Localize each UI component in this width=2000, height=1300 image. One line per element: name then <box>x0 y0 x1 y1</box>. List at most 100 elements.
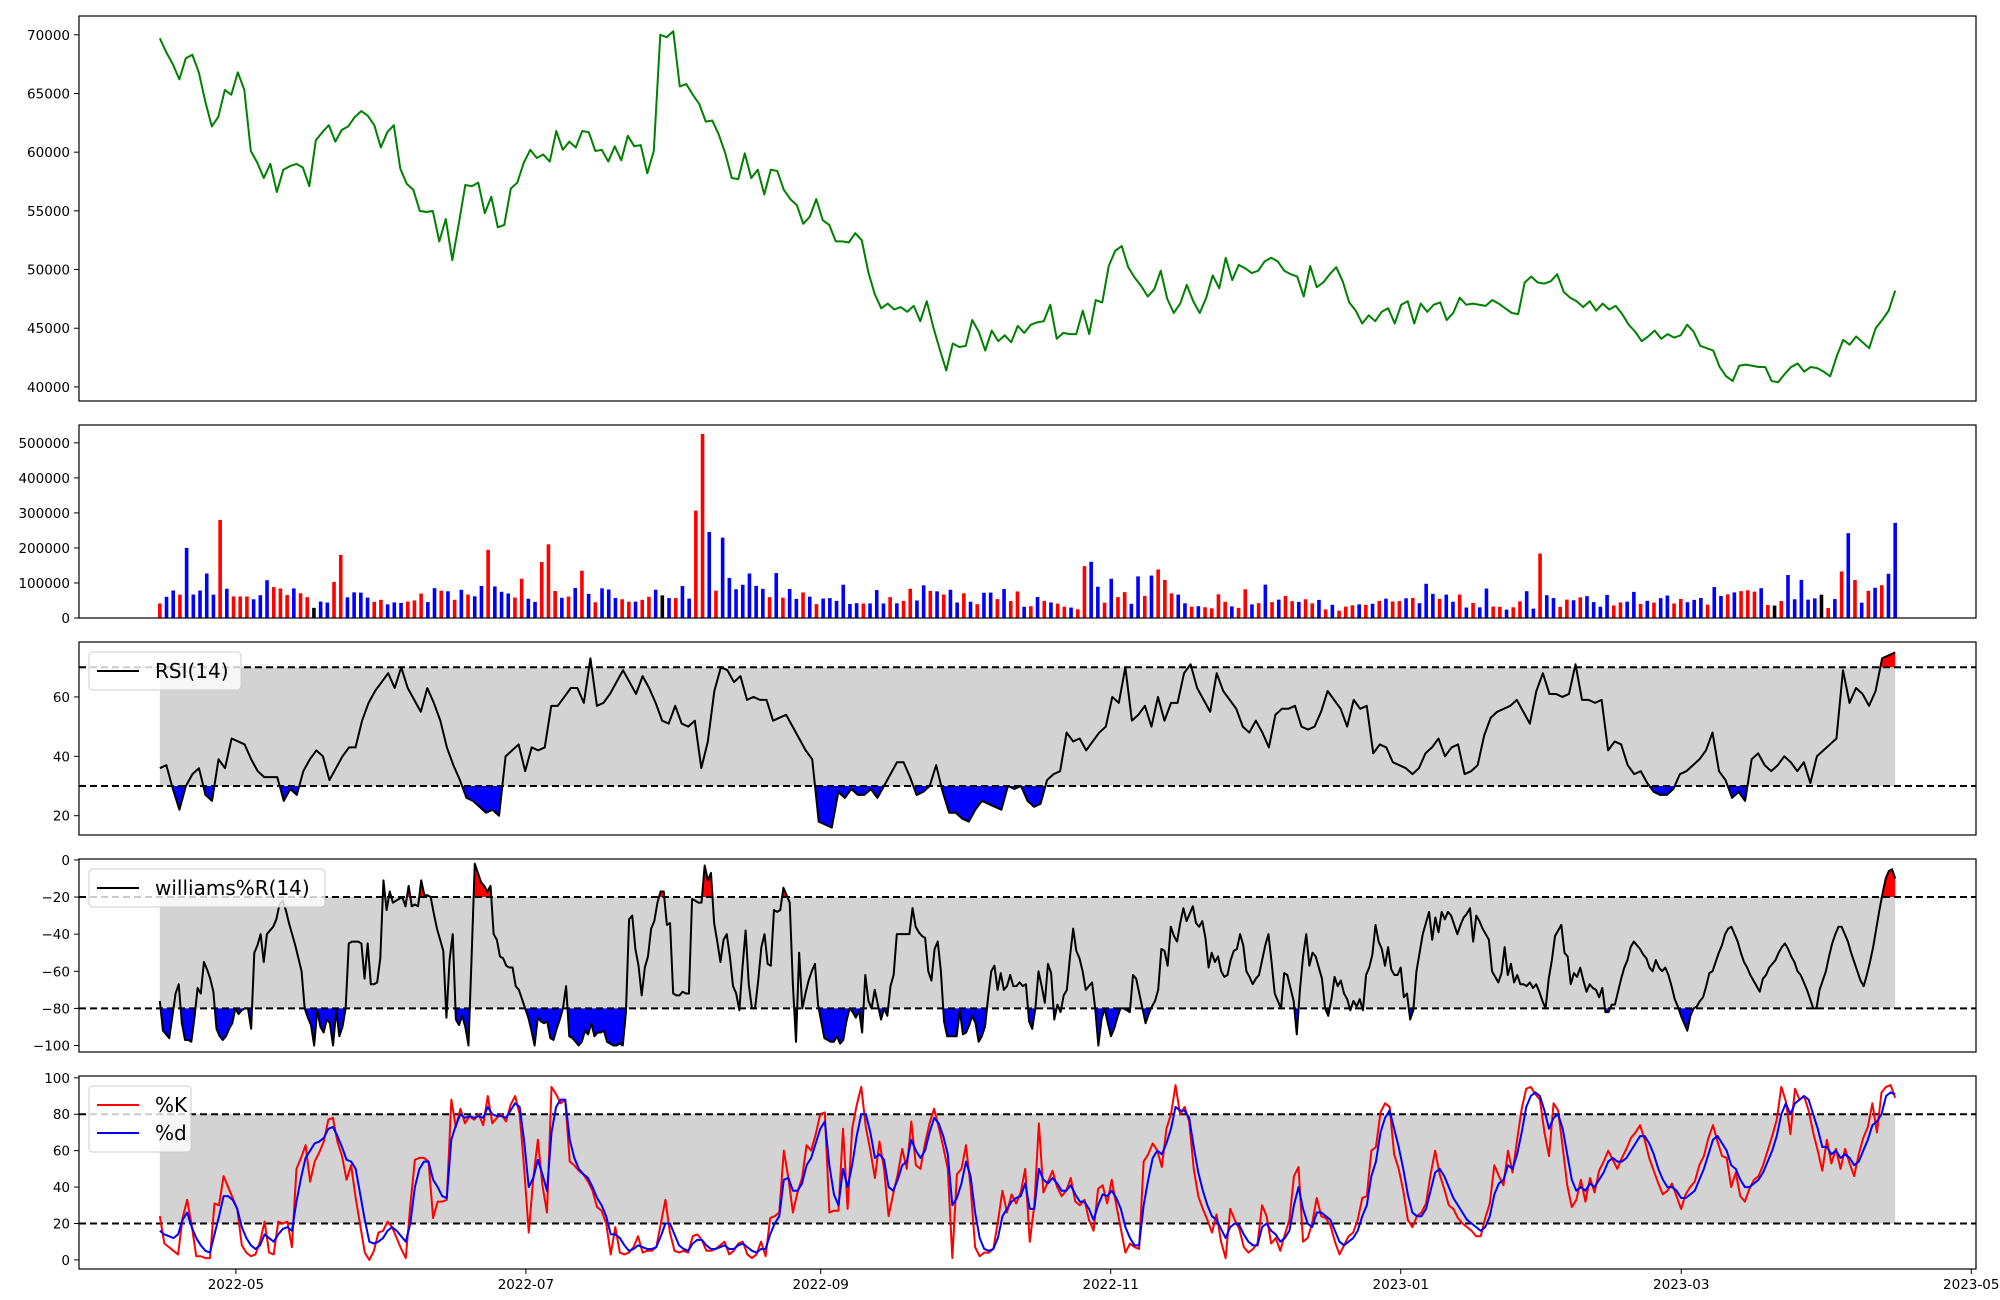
volume-bar <box>1752 591 1757 618</box>
volume-bar <box>1270 602 1274 618</box>
volume-bar <box>1451 601 1455 618</box>
volume-bar <box>1156 569 1160 618</box>
volume-bar <box>1243 589 1248 618</box>
volume-bar <box>493 586 497 618</box>
volume-bar <box>1116 597 1120 618</box>
overbought-fill <box>1880 652 1896 668</box>
volume-bar <box>1551 598 1556 618</box>
y-tick-label: 45000 <box>27 321 70 337</box>
volume-bar <box>372 601 377 618</box>
volume-bar <box>1015 591 1020 618</box>
volume-bar <box>405 601 410 618</box>
volume-bar <box>1196 606 1201 618</box>
axes-frame <box>78 858 1977 1053</box>
volume-bar <box>338 554 343 618</box>
axes-frame <box>78 15 1977 402</box>
price-panel: 40000 45000 50000 55000 60000 65000 70000 <box>27 15 1977 402</box>
volume-bar <box>854 603 859 618</box>
x-tick-label: 2022-09 <box>792 1277 848 1293</box>
oversold-fill <box>1020 786 1046 807</box>
volume-bar <box>385 604 390 618</box>
volume-bar <box>359 592 363 618</box>
volume-bar <box>1082 566 1087 618</box>
volume-bar <box>982 592 986 618</box>
volume-bar <box>1591 602 1596 618</box>
volume-bar <box>941 594 946 618</box>
volume-bar <box>1652 602 1656 618</box>
volume-bar <box>392 602 397 618</box>
volume-bar <box>1745 590 1750 618</box>
volume-bar <box>1498 606 1502 618</box>
volume-bar <box>1169 593 1174 618</box>
oversold-fill <box>941 786 1008 822</box>
volume-bar <box>1806 599 1810 618</box>
stochastic-panel: 0 20 40 60 80 100 %K %d <box>44 1071 1977 1270</box>
volume-bar <box>714 590 718 618</box>
volume-bar <box>1585 596 1589 618</box>
volume-bar <box>513 597 517 618</box>
volume-bar <box>1183 603 1187 618</box>
volume-bar <box>767 597 772 618</box>
volume-bar <box>1223 601 1227 618</box>
volume-bar <box>761 588 765 618</box>
y-tick-label: 100 <box>44 1071 70 1087</box>
volume-bar <box>245 596 249 618</box>
volume-bar <box>580 570 584 618</box>
volume-bar <box>1833 599 1837 618</box>
volume-bar <box>573 587 578 618</box>
volume-bar <box>1705 604 1710 618</box>
volume-bar <box>968 601 973 618</box>
volume-bar <box>1256 603 1261 618</box>
volume-bar <box>901 600 906 618</box>
oversold-fill <box>525 1008 563 1046</box>
volume-bar <box>593 602 598 618</box>
volume-bar <box>881 603 886 618</box>
volume-bar <box>821 598 825 618</box>
volume-bar <box>1484 588 1489 618</box>
volume-bar <box>874 590 879 618</box>
x-axis: 2022-05 2022-07 2022-09 2022-11 2023-01 2023-… <box>208 1269 1999 1293</box>
y-tick-label: −80 <box>42 1001 71 1017</box>
volume-bar <box>653 589 658 618</box>
volume-bar <box>1678 598 1683 618</box>
volume-bar <box>1866 590 1871 618</box>
volume-bar <box>1370 603 1375 618</box>
y-tick-label: 40 <box>53 1180 70 1196</box>
volume-bar <box>204 573 209 618</box>
y-tick-label: −100 <box>33 1039 70 1055</box>
x-tick-label: 2022-11 <box>1082 1277 1138 1293</box>
volume-bar <box>1042 600 1047 618</box>
volume-bar <box>198 590 202 618</box>
volume-bar <box>1230 606 1234 618</box>
y-tick-label: 100000 <box>18 576 70 592</box>
volume-bar <box>1598 606 1603 618</box>
oversold-fill <box>279 786 300 801</box>
volume-bar <box>171 590 176 618</box>
volume-bar <box>1558 606 1562 618</box>
volume-bar <box>955 602 959 618</box>
volume-bar <box>271 587 276 618</box>
volume-bar <box>1209 608 1214 618</box>
volume-bar <box>680 586 685 618</box>
volume-bar <box>506 593 511 618</box>
volume-bar <box>412 600 417 618</box>
volume-bar <box>640 599 645 618</box>
y-tick-label: 0 <box>61 1253 70 1269</box>
volume-bar <box>1055 603 1060 618</box>
oversold-fill <box>455 1008 470 1046</box>
volume-bar <box>1075 609 1080 618</box>
volume-bar <box>1732 592 1737 618</box>
volume-bar <box>486 549 490 618</box>
volume-bar <box>1618 602 1623 618</box>
volume-bar <box>265 580 269 618</box>
volume-bar <box>499 591 504 618</box>
volume-bar <box>841 584 846 618</box>
volume-bar <box>539 562 544 618</box>
oversold-fill <box>818 1008 850 1044</box>
volume-bar <box>1786 575 1790 618</box>
volume-bar <box>801 592 805 618</box>
volume-bar <box>774 573 779 618</box>
volume-bar <box>908 588 913 618</box>
volume-bar <box>225 588 229 618</box>
volume-bar <box>1605 594 1609 618</box>
